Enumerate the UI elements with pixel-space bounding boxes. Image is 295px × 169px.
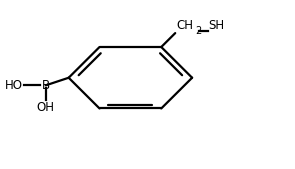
Text: OH: OH — [37, 101, 55, 114]
Text: HO: HO — [5, 79, 23, 92]
Text: SH: SH — [208, 19, 224, 32]
Text: CH: CH — [177, 19, 194, 32]
Text: B: B — [42, 79, 50, 92]
Text: 2: 2 — [195, 27, 201, 37]
